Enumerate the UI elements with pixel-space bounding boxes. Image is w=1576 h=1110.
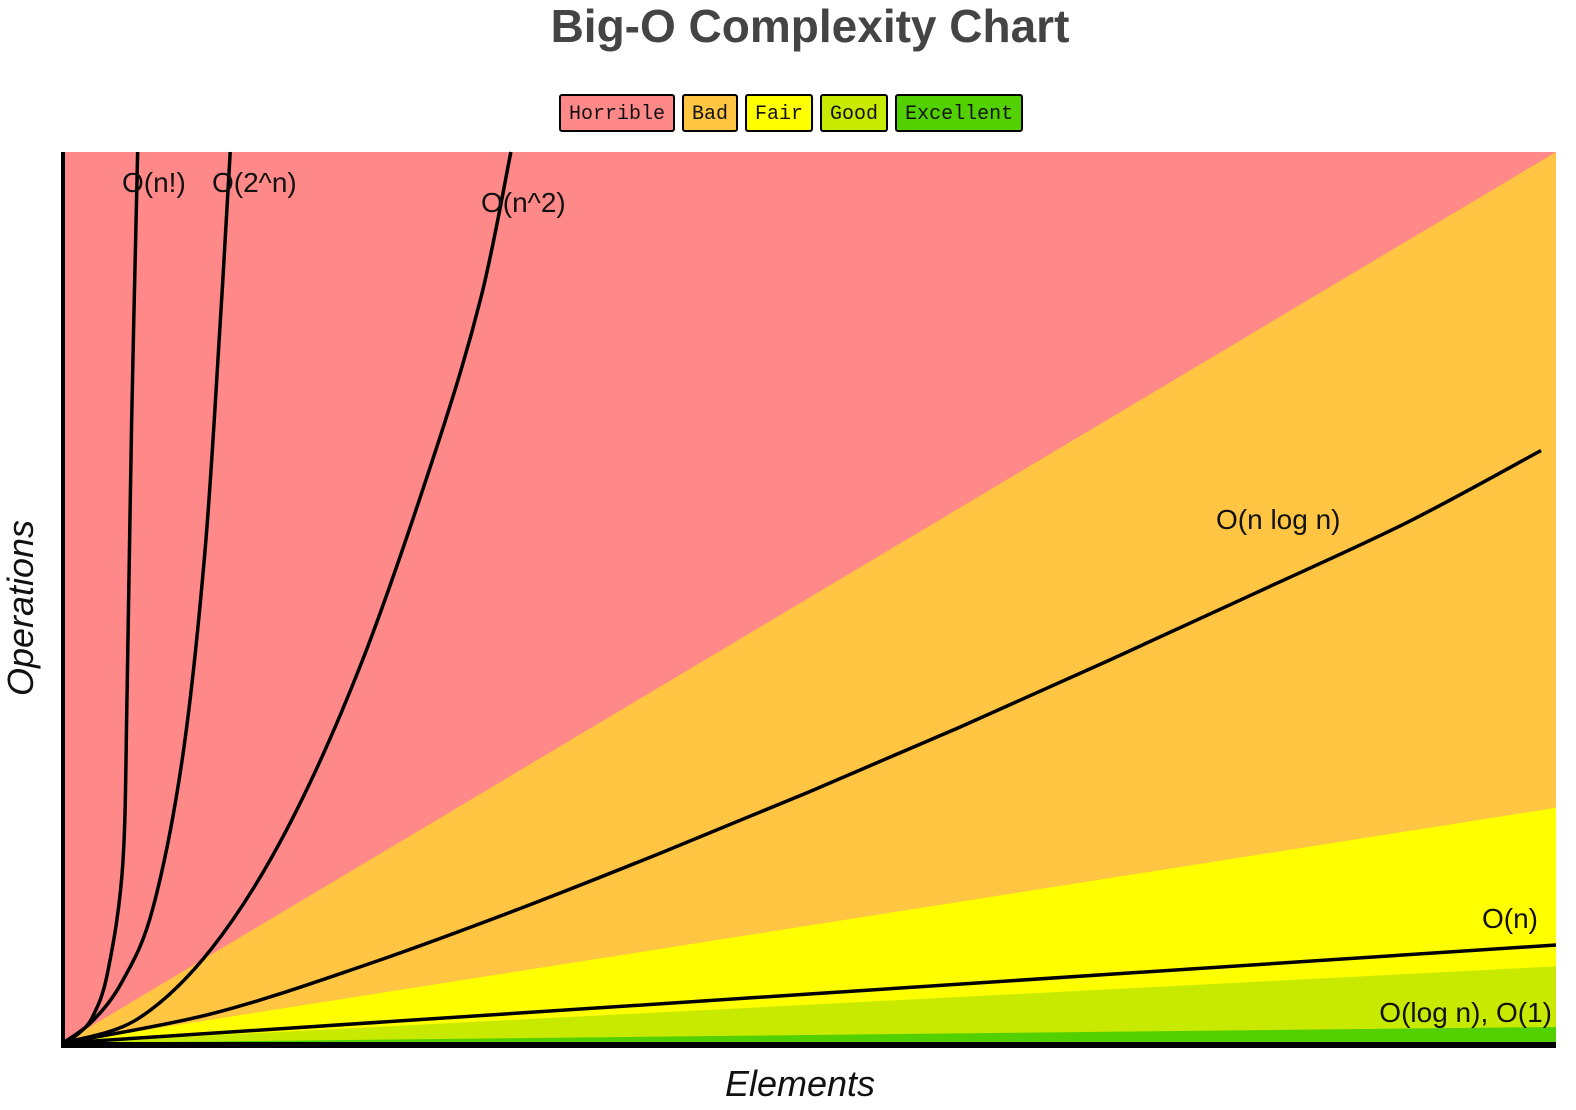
legend: Horrible Bad Fair Good Excellent: [559, 94, 1024, 132]
zone-fair: [63, 807, 1556, 1043]
series-line-1: [61, 151, 232, 1045]
labels-layer: O(n!) O(2^n) O(n^2) O(n log n) O(n) O(lo…: [122, 167, 1552, 1028]
zone-good: [63, 966, 1556, 1043]
zone-excellent: [63, 1026, 1556, 1043]
label-o-n: O(n): [1482, 903, 1538, 934]
legend-item-excellent[interactable]: Excellent: [895, 94, 1024, 132]
series-line-4: [62, 943, 1557, 1045]
zones-layer: [63, 152, 1556, 1043]
label-o-log-n-o-1: O(log n), O(1): [1379, 997, 1552, 1028]
chart-title: Big-O Complexity Chart: [550, 0, 1070, 52]
label-o-n-squared: O(n^2): [481, 187, 566, 218]
series-line-3: [62, 448, 1542, 1045]
label-o-2-pow-n: O(2^n): [212, 167, 297, 198]
label-o-n-factorial: O(n!): [122, 167, 186, 198]
legend-item-good[interactable]: Good: [820, 94, 889, 132]
axes-layer: [61, 152, 1556, 1048]
zone-bad: [63, 152, 1556, 1043]
y-axis-label: Operations: [0, 520, 41, 696]
curves-layer: [61, 151, 1557, 1045]
x-axis-label: Elements: [725, 1063, 875, 1104]
legend-item-horrible[interactable]: Horrible: [559, 94, 676, 132]
series-line-2: [62, 151, 513, 1045]
legend-item-fair[interactable]: Fair: [745, 94, 814, 132]
label-o-n-log-n: O(n log n): [1216, 504, 1341, 535]
legend-item-bad[interactable]: Bad: [682, 94, 739, 132]
